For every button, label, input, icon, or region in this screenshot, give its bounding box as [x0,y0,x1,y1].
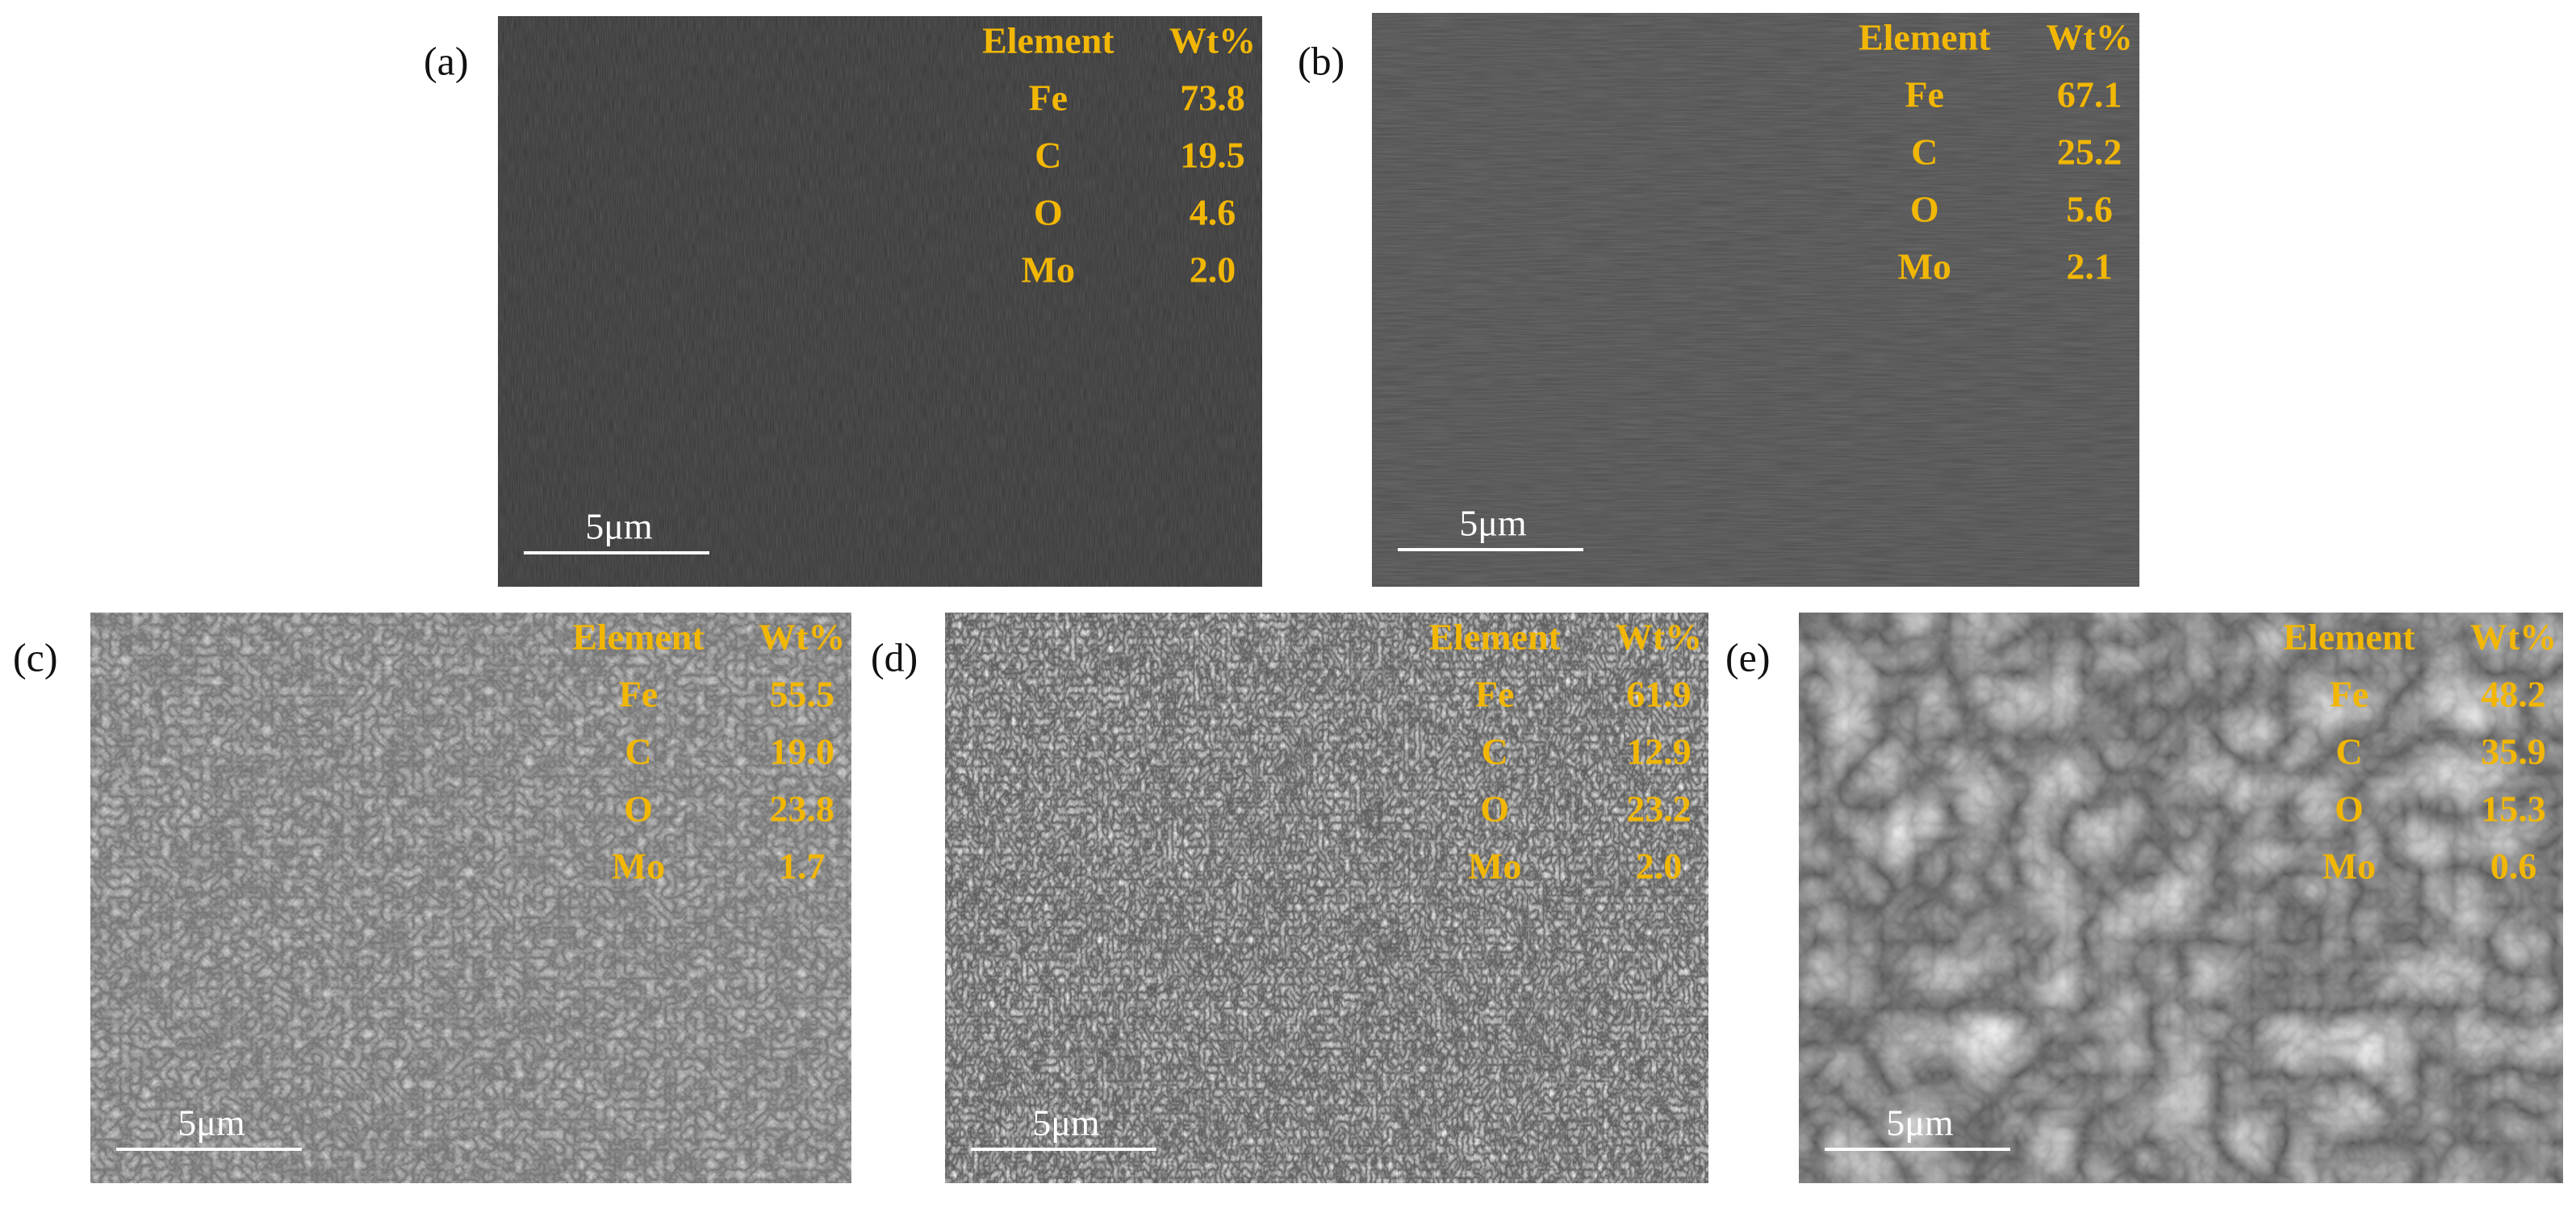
scale-bar-label: 5μm [585,506,653,547]
element-name: O [1480,789,1509,830]
panel-label: (e) [1725,634,1771,680]
wt-value: 5.6 [2066,189,2113,230]
image-texture [1799,613,2563,1183]
element-name: Mo [1022,249,1075,291]
wt-value: 55.5 [769,674,834,715]
wt-value: 4.6 [1190,192,1236,233]
image-texture [90,613,851,1183]
element-name: Mo [1468,846,1521,887]
table-header: Element [982,20,1114,61]
wt-value: 1.7 [779,846,826,887]
element-name: Fe [619,674,659,715]
element-name: O [624,789,653,830]
table-header: Wt% [1169,20,1256,61]
table-header: Element [1428,617,1561,658]
sem-image [945,613,1708,1183]
element-name: Mo [2323,846,2376,887]
wt-value: 67.1 [2057,74,2122,115]
element-name: O [1034,192,1063,233]
scale-bar-label: 5μm [1886,1102,1954,1144]
wt-value: 61.9 [1626,674,1692,715]
sem-image [90,613,851,1183]
wt-value: 23.8 [769,789,834,830]
table-header: Element [1859,17,1991,58]
sem-image [1372,13,2139,587]
scale-bar-label: 5μm [1459,503,1527,544]
image-texture [1372,13,2139,587]
element-name: C [2336,731,2362,772]
element-name: Mo [612,846,665,887]
wt-value: 12.9 [1626,731,1692,772]
element-name: C [1482,731,1508,772]
wt-value: 2.0 [1636,846,1683,887]
wt-value: 23.2 [1626,789,1692,830]
wt-value: 35.9 [2481,731,2546,772]
element-name: Fe [1475,674,1515,715]
element-name: C [625,731,651,772]
scale-bar-label: 5μm [1032,1102,1100,1144]
element-name: Fe [1029,77,1068,119]
sem-image [498,16,1262,587]
element-name: C [1911,132,1938,173]
wt-value: 25.2 [2057,132,2122,173]
wt-value: 15.3 [2481,789,2546,830]
table-header: Element [2283,617,2415,658]
element-name: Fe [2330,674,2369,715]
element-name: O [2335,789,2364,830]
panel-label: (c) [13,634,58,680]
wt-value: 48.2 [2481,674,2546,715]
wt-value: 19.5 [1180,135,1245,176]
image-texture [945,613,1708,1183]
panel-label: (a) [424,38,469,83]
element-name: O [1910,189,1939,230]
table-header: Wt% [1616,617,1702,658]
panel-label: (b) [1298,38,1344,83]
element-name: C [1035,135,1061,176]
scale-bar-label: 5μm [178,1102,245,1144]
element-name: Mo [1898,246,1951,287]
wt-value: 2.1 [2066,246,2113,287]
element-name: Fe [1905,74,1944,115]
table-header: Wt% [759,617,845,658]
wt-value: 2.0 [1190,249,1236,291]
sem-image [1799,613,2563,1183]
table-header: Wt% [2470,617,2557,658]
wt-value: 73.8 [1180,77,1245,119]
panel-label: (d) [871,634,918,680]
wt-value: 19.0 [769,731,834,772]
image-texture [498,16,1262,587]
table-header: Wt% [2047,17,2133,58]
table-header: Element [572,617,705,658]
wt-value: 0.6 [2490,846,2537,887]
